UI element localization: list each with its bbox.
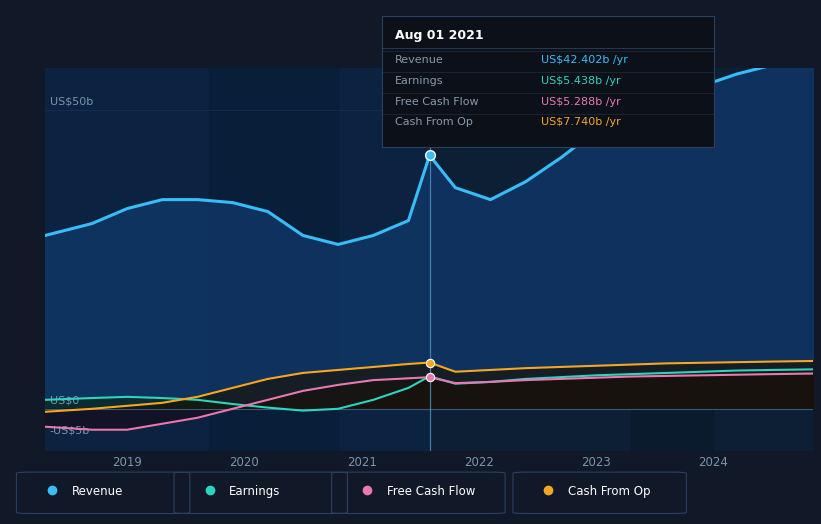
Text: Free Cash Flow: Free Cash Flow (387, 485, 475, 498)
Text: US$50b: US$50b (50, 97, 93, 107)
Text: US$7.740b /yr: US$7.740b /yr (541, 117, 621, 127)
Text: Cash From Op: Cash From Op (395, 117, 473, 127)
Bar (429, 68, 813, 451)
Text: Earnings: Earnings (395, 75, 443, 85)
Text: Aug 01 2021: Aug 01 2021 (395, 29, 484, 42)
Text: US$42.402b /yr: US$42.402b /yr (541, 54, 628, 64)
Text: Analysts Forecasts: Analysts Forecasts (439, 106, 548, 119)
Text: US$0: US$0 (50, 396, 79, 406)
Text: Earnings: Earnings (229, 485, 281, 498)
Bar (209, 68, 338, 451)
Text: Past: Past (396, 106, 420, 119)
Text: Cash From Op: Cash From Op (568, 485, 650, 498)
Text: US$5.288b /yr: US$5.288b /yr (541, 96, 621, 106)
Text: US$5.438b /yr: US$5.438b /yr (541, 75, 621, 85)
Text: Free Cash Flow: Free Cash Flow (395, 96, 479, 106)
Text: Revenue: Revenue (395, 54, 444, 64)
Text: -US$5b: -US$5b (50, 425, 90, 435)
Text: Revenue: Revenue (71, 485, 123, 498)
Bar (45, 68, 429, 451)
Bar (631, 68, 713, 451)
